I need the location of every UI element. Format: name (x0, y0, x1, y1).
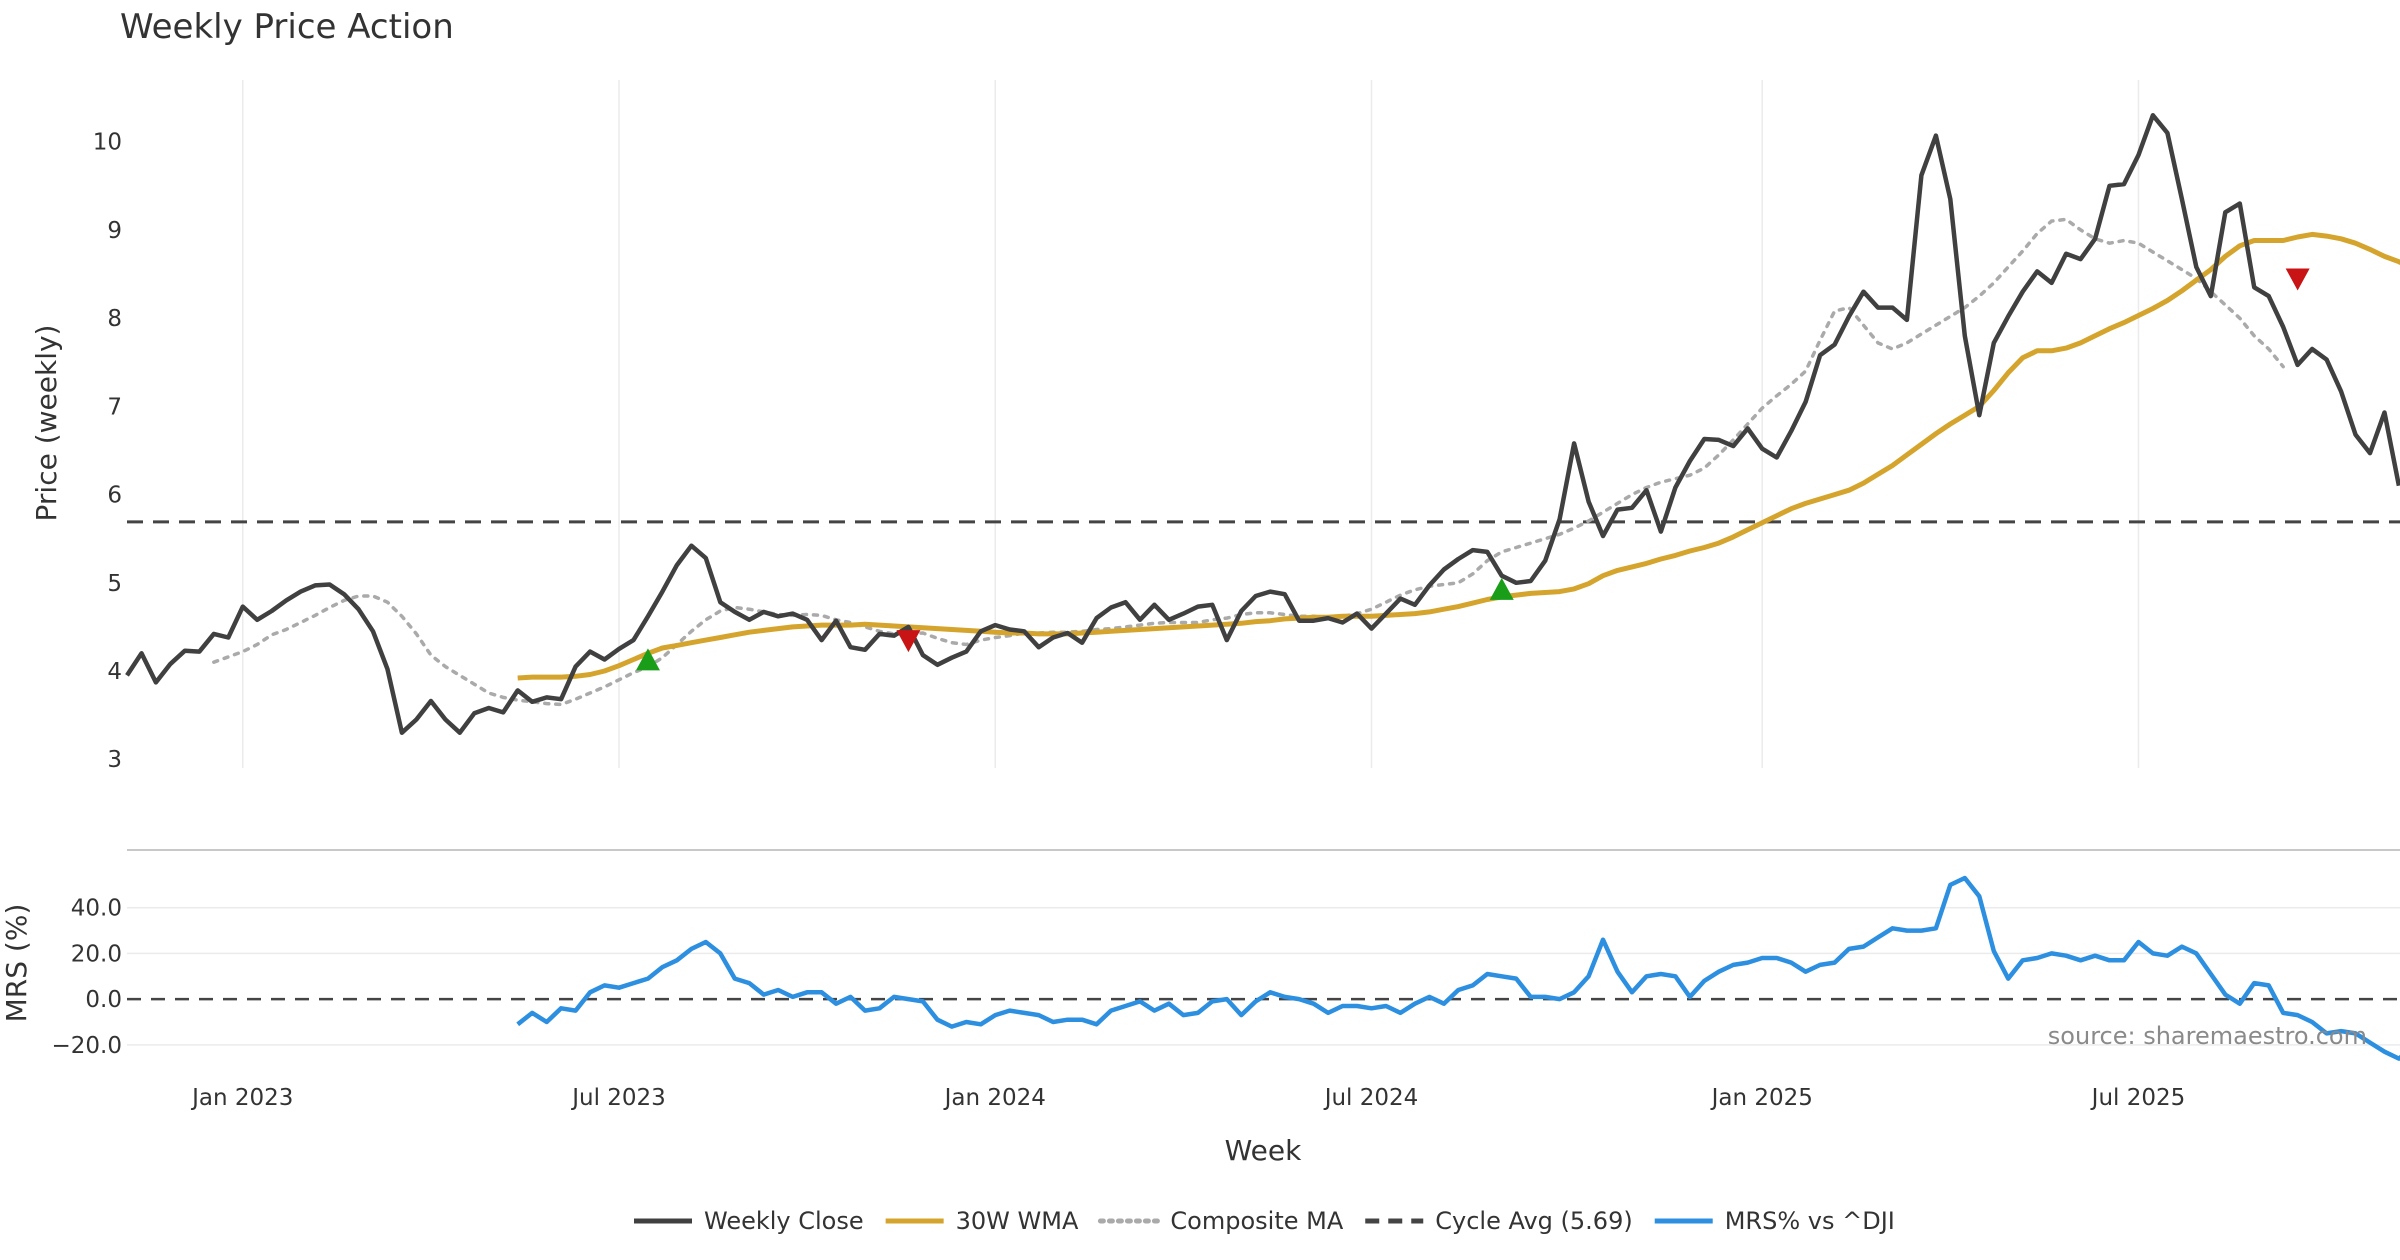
mrs-panel: −20.0 0.0 20.0 40.0 MRS (%) source: sharema… (0, 875, 2400, 1061)
mrs-y-axis-title: MRS (%) (0, 904, 33, 1023)
wma-30w-line (517, 231, 2400, 681)
buy-signal-marker (635, 648, 660, 671)
composite-ma-line (212, 217, 2285, 707)
x-tick-label: Jul 2023 (570, 1085, 666, 1111)
mrs-y-tick-label: 40.0 (71, 896, 122, 922)
price-y-tick-label: 8 (107, 306, 122, 332)
signal-markers (635, 268, 2310, 671)
legend-label: Weekly Close (704, 1207, 864, 1235)
buy-signal-marker (1489, 577, 1514, 600)
price-y-ticks: 3 4 5 6 7 8 9 10 (93, 130, 122, 773)
legend-label: 30W WMA (956, 1207, 1079, 1235)
mrs-y-ticks: −20.0 0.0 20.0 40.0 (52, 896, 122, 1059)
x-tick-label: Jul 2024 (1323, 1085, 1419, 1111)
price-y-tick-label: 4 (107, 659, 122, 685)
x-axis-title: Week (1225, 1134, 1302, 1167)
mrs-y-tick-label: −20.0 (52, 1033, 122, 1059)
mrs-y-tick-label: 0.0 (85, 987, 122, 1013)
mrs-line (516, 875, 2400, 1061)
source-label: source: sharemaestro.com (2048, 1022, 2367, 1050)
legend-label: Cycle Avg (5.69) (1435, 1207, 1632, 1235)
mrs-grid (127, 906, 2400, 1046)
x-tick-label: Jan 2024 (943, 1085, 1046, 1111)
chart-title: Weekly Price Action (120, 7, 454, 47)
x-tick-label: Jan 2025 (1710, 1085, 1813, 1111)
price-grid (242, 80, 2140, 768)
mrs-y-tick-label: 20.0 (71, 941, 122, 967)
weekly-close-line (125, 113, 2400, 735)
x-tick-label: Jul 2025 (2090, 1085, 2186, 1111)
price-y-axis-title: Price (weekly) (30, 325, 63, 522)
price-panel: 3 4 5 6 7 8 9 10 Price (weekly) (30, 80, 2400, 773)
x-axis-ticks: Jan 2023 Jul 2023 Jan 2024 Jul 2024 Jan 2025… (190, 1085, 2185, 1111)
price-y-tick-label: 6 (107, 483, 122, 509)
price-y-tick-label: 3 (107, 747, 122, 773)
price-y-tick-label: 10 (93, 130, 122, 156)
legend-label: Composite MA (1170, 1207, 1343, 1235)
x-tick-label: Jan 2023 (190, 1085, 293, 1111)
legend-label: MRS% vs ^DJI (1725, 1207, 1895, 1235)
sell-signal-marker (2285, 268, 2310, 291)
price-y-tick-label: 9 (107, 218, 122, 244)
sell-signal-marker (896, 630, 921, 653)
price-y-tick-label: 7 (107, 394, 122, 420)
legend: Weekly Close 30W WMA Composite MA Cycle Avg… (634, 1207, 1895, 1235)
price-y-tick-label: 5 (107, 571, 122, 597)
